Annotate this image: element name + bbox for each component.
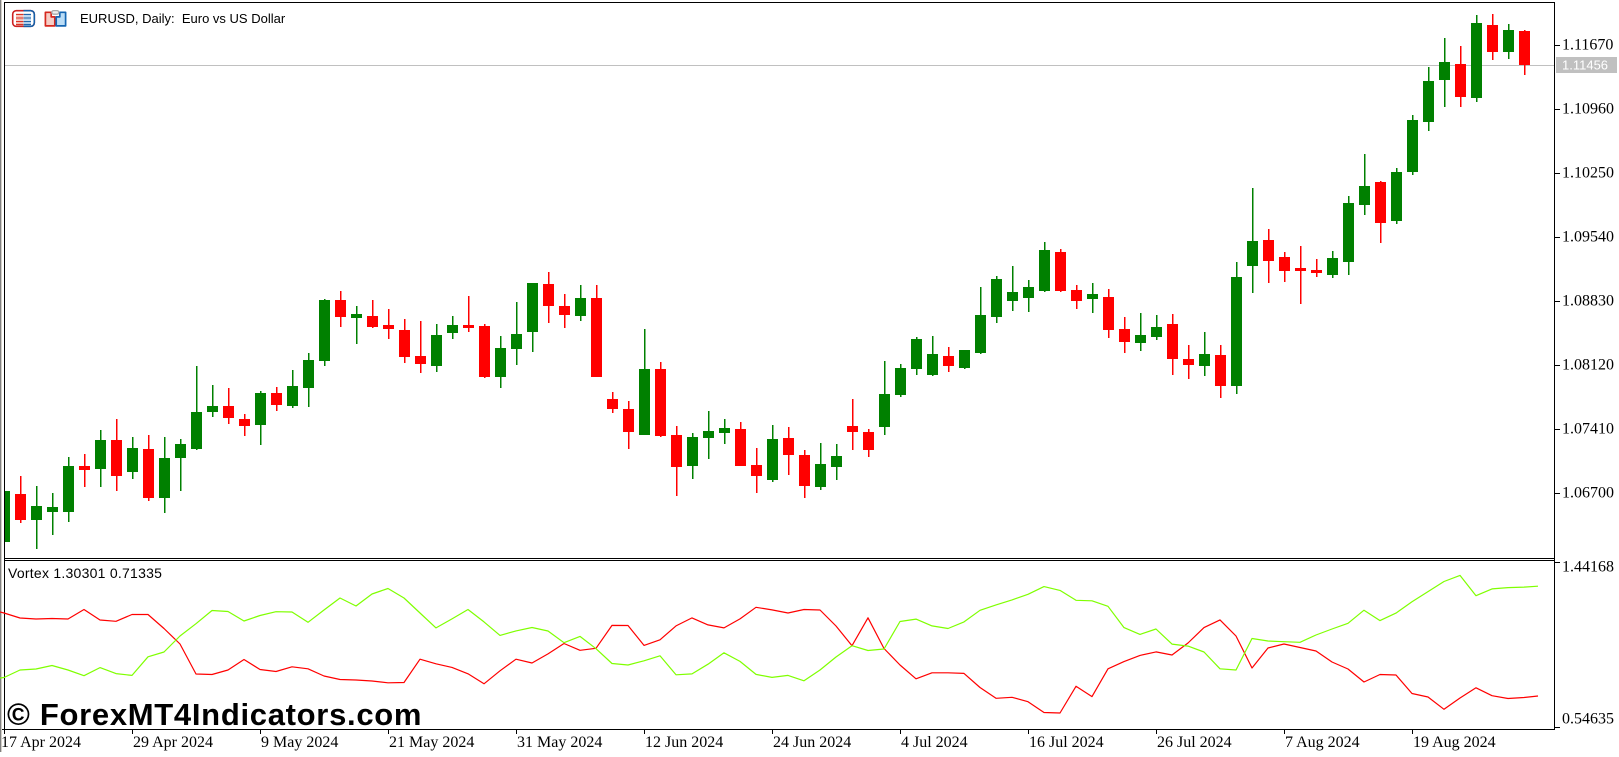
svg-text:29 Apr 2024: 29 Apr 2024 <box>133 734 213 751</box>
svg-text:24 Jun 2024: 24 Jun 2024 <box>773 734 851 751</box>
svg-text:16 Jul 2024: 16 Jul 2024 <box>1029 734 1104 751</box>
svg-text:7 Aug 2024: 7 Aug 2024 <box>1285 734 1360 751</box>
svg-text:EURUSD, Daily: Euro vs US Dol: EURUSD, Daily: Euro vs US Dollar <box>80 11 286 26</box>
svg-text:17 Apr 2024: 17 Apr 2024 <box>1 734 81 751</box>
svg-text:1.10960: 1.10960 <box>1562 101 1614 118</box>
svg-text:19 Aug 2024: 19 Aug 2024 <box>1413 734 1496 751</box>
svg-text:31 May 2024: 31 May 2024 <box>517 734 602 751</box>
svg-text:0.54635: 0.54635 <box>1562 711 1614 728</box>
svg-text:1.08120: 1.08120 <box>1562 357 1614 374</box>
svg-text:1.08830: 1.08830 <box>1562 293 1614 310</box>
svg-text:1.09540: 1.09540 <box>1562 229 1614 246</box>
svg-text:1.07410: 1.07410 <box>1562 421 1614 438</box>
svg-text:9 May 2024: 9 May 2024 <box>261 734 338 751</box>
svg-text:4 Jul 2024: 4 Jul 2024 <box>901 734 968 751</box>
svg-text:1.44168: 1.44168 <box>1562 559 1614 576</box>
svg-text:12 Jun 2024: 12 Jun 2024 <box>645 734 723 751</box>
svg-text:1.06700: 1.06700 <box>1562 485 1614 502</box>
svg-text:21 May 2024: 21 May 2024 <box>389 734 474 751</box>
svg-text:1.11456: 1.11456 <box>1562 58 1608 73</box>
svg-text:1.10250: 1.10250 <box>1562 165 1614 182</box>
svg-text:1.11670: 1.11670 <box>1562 37 1613 54</box>
svg-text:© ForexMT4Indicators.com: © ForexMT4Indicators.com <box>7 697 422 732</box>
svg-text:26 Jul 2024: 26 Jul 2024 <box>1157 734 1232 751</box>
svg-text:Vortex 1.30301 0.71335: Vortex 1.30301 0.71335 <box>8 565 162 581</box>
